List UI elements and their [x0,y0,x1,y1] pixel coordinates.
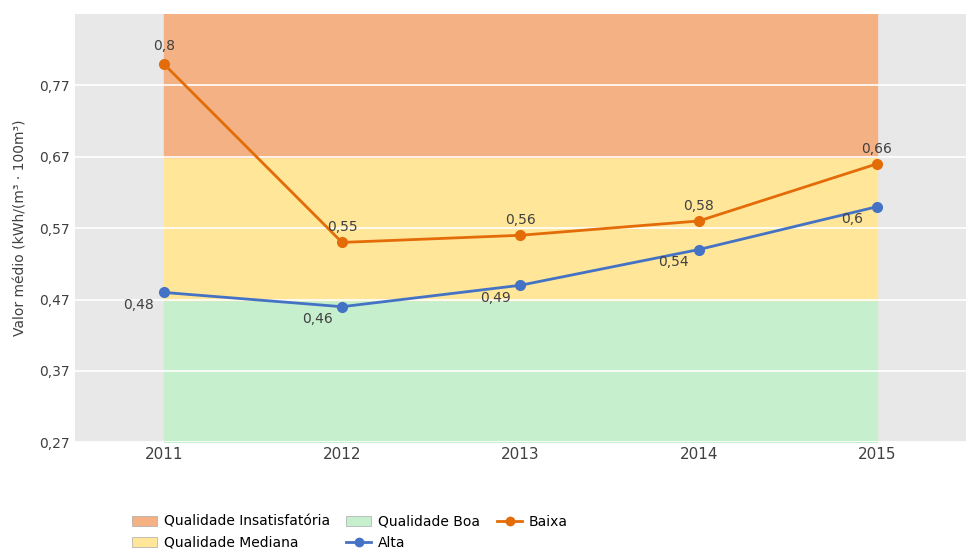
Baixa [514,232,526,238]
Text: 0,58: 0,58 [683,199,714,213]
Legend: Qualidade Insatisfatória, Qualidade Mediana, Qualidade Boa, Alta, Baixa: Qualidade Insatisfatória, Qualidade Medi… [126,509,573,553]
Baixa [693,218,705,225]
Text: 0,55: 0,55 [326,220,358,234]
Alta [158,289,170,296]
Text: 0,8: 0,8 [153,39,174,53]
Text: 0,6: 0,6 [841,212,863,226]
Text: 0,56: 0,56 [505,213,536,227]
Text: 0,48: 0,48 [123,298,154,312]
Text: 0,66: 0,66 [861,142,893,155]
Alta [514,282,526,289]
Text: 0,46: 0,46 [302,312,332,326]
Text: 0,54: 0,54 [659,255,689,269]
Y-axis label: Valor médio (kWh/(m³ · 100m³): Valor médio (kWh/(m³ · 100m³) [14,120,27,336]
Baixa [336,239,348,246]
Baixa [158,61,170,67]
Alta [871,204,883,210]
Alta [693,246,705,253]
Line: Alta: Alta [159,202,882,311]
Alta [336,304,348,310]
Baixa [871,160,883,167]
Text: 0,49: 0,49 [480,291,511,305]
Line: Baixa: Baixa [159,59,882,247]
